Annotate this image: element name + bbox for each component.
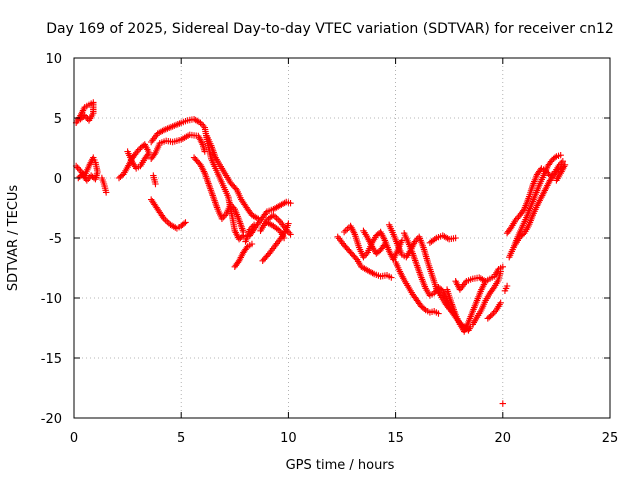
- data-point: [124, 148, 131, 155]
- data-point: [482, 278, 489, 285]
- x-tick-label: 10: [280, 431, 297, 446]
- y-tick-label: -20: [41, 412, 62, 427]
- data-points: [72, 99, 569, 407]
- x-tick-label: 20: [495, 431, 512, 446]
- x-axis-label: GPS time / hours: [286, 458, 395, 473]
- data-point: [559, 158, 567, 165]
- data-point: [243, 244, 250, 252]
- data-point: [551, 154, 559, 161]
- data-point: [489, 285, 497, 292]
- data-point: [381, 240, 389, 248]
- data-point: [164, 218, 171, 225]
- y-axis-ticks: -20 -15 -10 -5 0 5 10: [41, 52, 610, 427]
- data-point: [135, 146, 143, 153]
- y-tick-label: -5: [49, 232, 62, 247]
- data-point: [238, 233, 246, 240]
- data-point: [74, 164, 81, 171]
- data-point: [503, 282, 511, 290]
- data-point: [388, 274, 395, 281]
- data-point: [77, 116, 84, 123]
- data-point: [248, 240, 256, 248]
- y-tick-label: -10: [41, 292, 62, 307]
- data-point: [499, 400, 506, 407]
- x-tick-label: 5: [177, 431, 185, 446]
- y-tick-label: -15: [41, 352, 62, 367]
- data-point: [262, 209, 270, 217]
- x-tick-label: 15: [387, 431, 404, 446]
- y-tick-label: 5: [54, 112, 62, 127]
- y-axis-label: SDTVAR / TECUs: [6, 185, 21, 292]
- x-tick-label: 0: [70, 431, 78, 446]
- data-point: [519, 207, 527, 214]
- data-point: [452, 234, 459, 242]
- data-point: [75, 166, 83, 173]
- chart-title: Day 169 of 2025, Sidereal Day-to-day VTE…: [46, 21, 614, 37]
- data-point: [285, 220, 292, 227]
- data-point: [557, 152, 564, 159]
- data-point: [240, 228, 247, 236]
- data-point: [180, 220, 188, 227]
- data-point: [435, 310, 442, 317]
- data-point: [142, 154, 150, 161]
- y-tick-label: 10: [45, 52, 62, 67]
- data-point: [280, 234, 288, 242]
- data-point: [499, 263, 506, 270]
- x-tick-label: 25: [602, 431, 619, 446]
- x-axis-ticks: 0 5 10 15 20 25: [70, 58, 618, 446]
- data-point: [152, 180, 159, 188]
- data-point: [271, 213, 279, 220]
- data-point: [340, 228, 348, 236]
- data-point: [497, 299, 504, 306]
- data-point: [151, 151, 158, 158]
- data-point: [342, 227, 349, 234]
- data-point: [287, 231, 294, 238]
- data-point: [487, 312, 494, 320]
- data-point: [182, 219, 189, 226]
- data-point: [275, 216, 282, 223]
- data-point: [490, 310, 497, 317]
- data-point: [102, 189, 110, 196]
- data-point: [76, 173, 83, 180]
- data-point: [352, 254, 359, 262]
- data-point: [398, 237, 406, 244]
- data-point: [287, 200, 294, 207]
- y-tick-label: 0: [54, 172, 62, 187]
- data-point: [497, 268, 504, 275]
- data-point: [561, 161, 569, 168]
- data-point: [507, 225, 514, 232]
- data-point: [380, 242, 388, 249]
- data-point: [232, 185, 239, 192]
- data-point: [420, 305, 428, 312]
